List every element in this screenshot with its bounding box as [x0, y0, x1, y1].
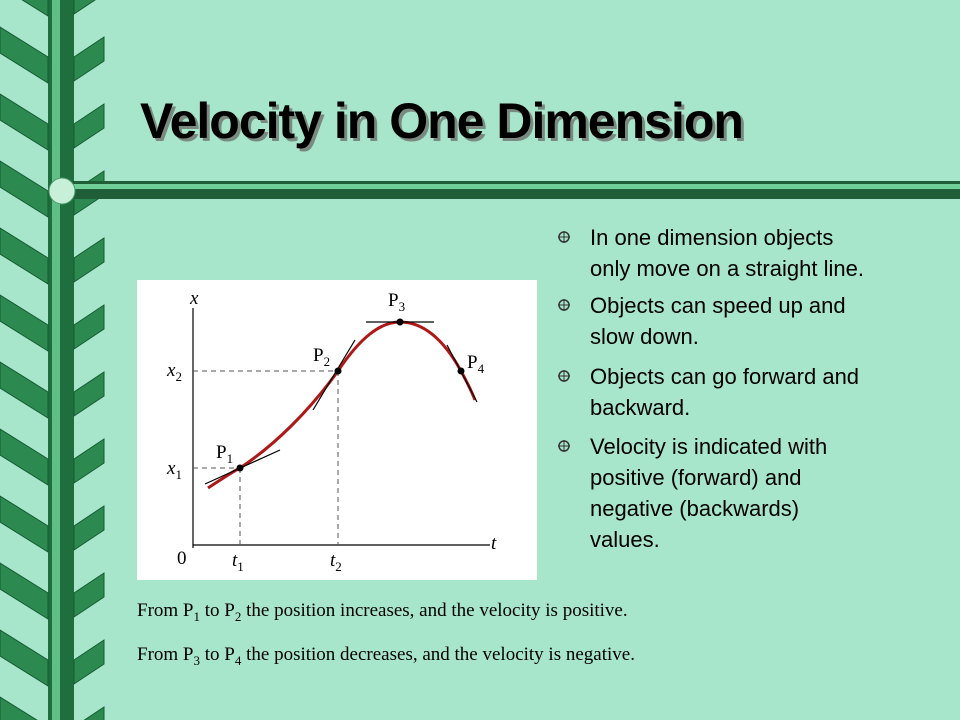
label-main: P: [216, 442, 227, 463]
origin-label: 0: [177, 548, 187, 569]
point: [334, 367, 342, 375]
caption-sub: 4: [234, 652, 242, 668]
chevron: [0, 562, 105, 620]
label-main: P: [467, 352, 478, 373]
chevron: [0, 294, 105, 352]
caption: From P3 to P4 the position decreases, an…: [137, 644, 635, 669]
label-sub: 1: [237, 558, 244, 574]
caption-sub: 2: [234, 608, 242, 624]
bullet-line: Objects can speed up and: [590, 293, 846, 318]
chevron: [0, 227, 105, 285]
figure: [192, 308, 490, 548]
label-sub: 3: [398, 298, 406, 314]
tangent: [312, 339, 356, 411]
caption: From P1 to P2 the position increases, an…: [137, 600, 628, 625]
bullet-line: Velocity is indicated with: [590, 434, 828, 459]
bullet-line: values.: [590, 527, 660, 552]
bullet: Objects can go forward and backward.: [590, 361, 859, 423]
bullet: Velocity is indicated with positive (forw…: [590, 431, 827, 555]
caption-text: the position increases, and the velocity…: [241, 600, 628, 621]
title: Velocity in One Dimension: [140, 93, 744, 149]
figure-label: x1: [167, 458, 182, 483]
bullet-line: only move on a straight line.: [590, 256, 864, 281]
chevron: [0, 93, 105, 151]
label-main: t: [330, 550, 336, 571]
point: [457, 367, 465, 375]
label-sub: 1: [226, 450, 234, 466]
chevron: [21, 0, 96, 17]
axis-label: t: [491, 533, 497, 554]
label-main: P: [388, 290, 399, 311]
bullet: Objects can speed up and slow down.: [590, 290, 846, 352]
chevron: [0, 495, 105, 553]
bullet-line: backward.: [590, 395, 691, 420]
divider-highlight: [62, 184, 960, 189]
axis-label: x: [190, 288, 199, 309]
label-sub: 2: [175, 368, 182, 384]
bullet-icon: [558, 299, 570, 311]
figure-label: P1: [216, 442, 233, 467]
figure-bg: [137, 280, 537, 580]
bullet-icon: [558, 370, 570, 382]
caption-text: From P: [137, 600, 194, 621]
label-main: t: [232, 550, 238, 571]
label-sub: 2: [335, 558, 342, 574]
bullet-icons: [558, 231, 570, 452]
bullet: In one dimension objects only move on a s…: [590, 222, 864, 284]
bullet-line: Objects can go forward and: [590, 364, 860, 389]
divider-knob: [48, 177, 76, 205]
chevron: [0, 696, 105, 720]
bullet-line: slow down.: [590, 324, 699, 349]
chevron: [0, 629, 105, 687]
figure-label: P4: [467, 352, 484, 377]
figure-label: P3: [388, 290, 405, 315]
bullet-line: negative (backwards): [590, 496, 800, 521]
label-sub: 4: [477, 360, 485, 376]
caption-sub: 1: [193, 608, 201, 624]
caption-text: to P: [200, 644, 235, 665]
chevron: [0, 26, 105, 84]
label-sub: 2: [323, 353, 331, 369]
label-sub: 1: [175, 466, 182, 482]
point: [236, 464, 244, 472]
figure-label: x2: [167, 360, 182, 385]
caption-text: the position decreases, and the velocity…: [241, 644, 635, 665]
side-decoration: [0, 0, 105, 720]
figure-label: t1: [232, 550, 244, 575]
figure-label: P2: [313, 345, 330, 370]
figure-label: t2: [330, 550, 342, 575]
chevron: [0, 428, 105, 486]
bullet-icon: [558, 231, 570, 243]
caption-sub: 3: [193, 652, 201, 668]
label-main: P: [313, 345, 324, 366]
bullet-line: positive (forward) and: [590, 465, 802, 490]
label-main: x: [167, 458, 176, 479]
bullet-line: In one dimension objects: [590, 225, 834, 250]
divider: [62, 181, 960, 199]
label-main: x: [167, 360, 176, 381]
point: [396, 318, 404, 326]
caption-text: From P: [137, 644, 194, 665]
bullet-icon: [558, 440, 570, 452]
caption-text: to P: [200, 600, 235, 621]
chevron: [0, 361, 105, 419]
